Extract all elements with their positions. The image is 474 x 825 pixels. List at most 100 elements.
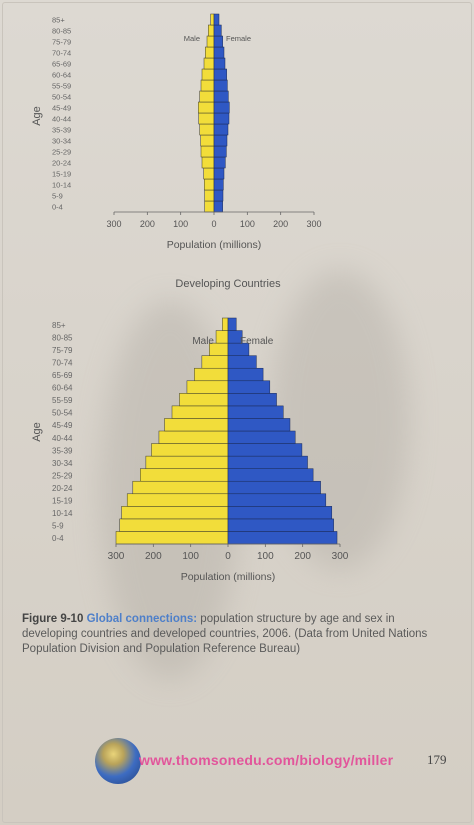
legend-female: Female	[240, 336, 274, 347]
x-tick-label: 100	[173, 219, 188, 229]
male-bar	[201, 68, 215, 81]
y-axis-label: Age	[31, 106, 43, 126]
male-bar	[158, 430, 229, 444]
age-tick-label: 15-19	[52, 497, 73, 506]
caption-lead: Global connections:	[86, 613, 198, 625]
female-bar	[213, 57, 226, 70]
age-tick-label: 60-64	[52, 71, 71, 80]
female-bar	[227, 380, 271, 394]
female-bar	[213, 46, 225, 59]
female-bar	[227, 455, 308, 469]
age-tick-label: 50-54	[52, 409, 73, 418]
age-tick-label: 60-64	[52, 384, 73, 393]
female-bar	[227, 430, 296, 444]
male-bar	[204, 189, 215, 202]
male-bar	[203, 167, 215, 180]
male-bar	[203, 57, 215, 70]
age-tick-label: 10-14	[52, 509, 73, 518]
age-tick-label: 35-39	[52, 446, 73, 455]
x-tick-label: 200	[140, 219, 155, 229]
female-bar	[227, 506, 333, 520]
female-bar	[213, 24, 222, 37]
x-tick-label: 300	[106, 219, 121, 229]
age-tick-label: 0-4	[52, 203, 63, 212]
male-bar	[119, 518, 229, 532]
male-bar	[145, 455, 229, 469]
male-bar	[205, 46, 215, 59]
female-bar	[227, 405, 284, 419]
female-bar	[227, 518, 334, 532]
female-bar	[213, 167, 225, 180]
age-tick-label: 25-29	[52, 148, 71, 157]
age-tick-label: 50-54	[52, 93, 71, 102]
male-bar	[222, 317, 229, 331]
male-bar	[215, 330, 229, 344]
age-tick-label: 70-74	[52, 358, 73, 367]
female-bar	[227, 317, 237, 331]
x-tick-label: 0	[225, 551, 231, 562]
male-bar	[151, 443, 229, 457]
male-bar	[186, 380, 229, 394]
female-bar	[227, 393, 277, 407]
female-bar	[213, 90, 229, 103]
globe-icon	[95, 738, 141, 784]
y-axis-label: Age	[31, 422, 43, 442]
female-bar	[227, 493, 327, 507]
female-bar	[227, 480, 321, 495]
male-bar	[194, 367, 229, 382]
developed-pyramid-chart: 0-4 5-9 10-14 15-19 20-24 25-29 30-34 35-39 40-4…	[31, 13, 322, 251]
female-bar	[213, 13, 220, 26]
x-tick-label: 100	[182, 551, 199, 562]
female-bar	[213, 123, 229, 136]
age-tick-label: 45-49	[52, 104, 71, 113]
x-tick-label: 300	[332, 551, 349, 562]
age-tick-label: 15-19	[52, 170, 71, 179]
figure-caption: Figure 9-10 Global connections: populati…	[22, 612, 442, 657]
age-tick-label: 0-4	[52, 534, 64, 543]
male-bar	[164, 418, 229, 432]
age-tick-label: 20-24	[52, 159, 71, 168]
age-tick-label: 25-29	[52, 471, 73, 480]
male-bar	[200, 145, 215, 158]
male-bar	[140, 468, 229, 482]
website-link[interactable]: www.thomsonedu.com/biology/miller	[139, 752, 394, 768]
caption-text: population structure by age and sex in d…	[22, 613, 428, 655]
x-tick-label: 300	[108, 551, 125, 562]
page-number: 179	[427, 752, 447, 767]
male-bar	[132, 480, 229, 495]
female-bar	[227, 367, 264, 382]
x-tick-label: 100	[240, 219, 255, 229]
age-tick-label: 5-9	[52, 192, 63, 201]
female-bar	[213, 112, 230, 125]
male-bar	[115, 531, 229, 545]
age-tick-label: 20-24	[52, 484, 73, 493]
female-bar	[227, 355, 257, 369]
age-tick-label: 30-34	[52, 459, 73, 468]
male-bar	[204, 200, 215, 213]
age-tick-label: 10-14	[52, 181, 71, 190]
male-bar	[206, 35, 215, 48]
age-tick-label: 5-9	[52, 522, 64, 531]
age-tick-label: 40-44	[52, 434, 73, 443]
female-bar	[213, 79, 228, 92]
male-bar	[179, 393, 229, 407]
male-bar	[204, 178, 215, 191]
x-tick-label: 100	[257, 551, 274, 562]
female-bar	[213, 145, 227, 158]
male-bar	[198, 112, 215, 125]
legend-female: Female	[226, 34, 251, 43]
legend-male: Male	[192, 336, 214, 347]
age-tick-label: 55-59	[52, 396, 73, 405]
age-tick-label: 80-85	[52, 27, 71, 36]
male-bar	[199, 90, 215, 103]
age-tick-label: 75-79	[52, 38, 71, 47]
female-bar	[227, 468, 314, 482]
age-tick-label: 75-79	[52, 346, 73, 355]
male-bar	[201, 156, 215, 169]
male-bar	[201, 355, 229, 369]
age-tick-label: 65-69	[52, 371, 73, 380]
female-bar	[213, 68, 227, 81]
x-axis-label: Population (millions)	[167, 239, 262, 251]
page-footer: www.thomsonedu.com/biology/miller 179	[95, 735, 465, 795]
age-tick-label: 55-59	[52, 82, 71, 91]
